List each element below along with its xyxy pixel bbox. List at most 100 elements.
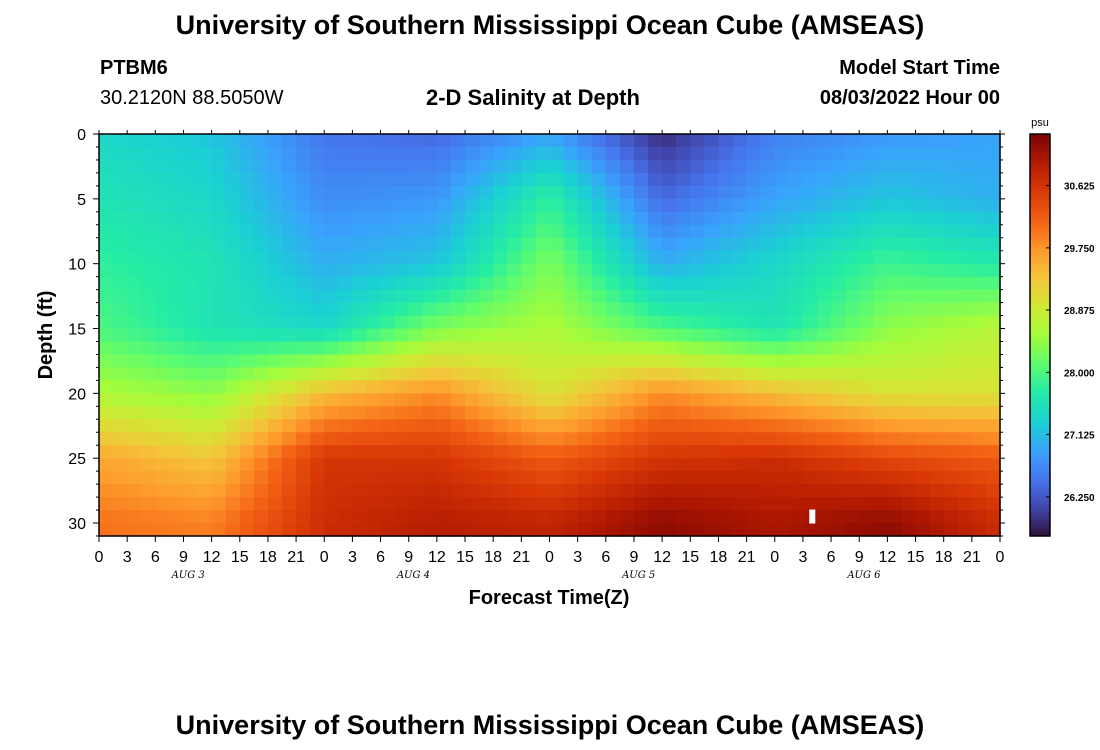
heatmap-cell xyxy=(887,224,903,239)
heatmap-cell xyxy=(521,146,537,161)
heatmap-cell xyxy=(633,497,649,511)
heatmap-cell xyxy=(225,211,241,226)
heatmap-cell xyxy=(605,419,621,433)
heatmap-cell xyxy=(648,224,663,239)
heatmap-cell xyxy=(929,328,945,343)
day-label: AUG 4 xyxy=(396,570,430,581)
heatmap-cell xyxy=(915,458,931,472)
heatmap-cell xyxy=(183,328,199,343)
heatmap-cell xyxy=(366,328,382,343)
heatmap-cell xyxy=(718,263,734,278)
heatmap-cell xyxy=(901,406,917,420)
heatmap-cell xyxy=(957,432,973,446)
heatmap-cell xyxy=(521,432,537,446)
heatmap-cell xyxy=(225,146,241,161)
heatmap-cell xyxy=(873,185,888,200)
heatmap-cell xyxy=(690,276,705,291)
heatmap-cell xyxy=(493,419,508,433)
heatmap-cell xyxy=(155,419,170,433)
heatmap-cell xyxy=(239,172,255,187)
heatmap-cell xyxy=(310,341,325,356)
heatmap-cell xyxy=(197,393,213,407)
heatmap-cell xyxy=(465,134,480,148)
heatmap-cell xyxy=(690,458,705,472)
heatmap-cell xyxy=(662,315,677,330)
heatmap-cell xyxy=(183,471,199,485)
heatmap-cell xyxy=(352,315,368,330)
heatmap-cell xyxy=(619,380,635,394)
heatmap-cell xyxy=(113,134,128,148)
heatmap-cell xyxy=(577,484,593,498)
heatmap-cell xyxy=(169,432,185,446)
heatmap-cell xyxy=(760,263,776,278)
heatmap-cell xyxy=(324,302,339,317)
heatmap-cell xyxy=(577,302,593,317)
heatmap-cell xyxy=(366,367,382,381)
heatmap-cell xyxy=(831,432,846,446)
heatmap-cell xyxy=(676,484,691,498)
heatmap-cell xyxy=(788,224,804,239)
heatmap-cell xyxy=(267,276,283,291)
heatmap-cell xyxy=(563,484,579,498)
heatmap-cell xyxy=(845,497,860,511)
heatmap-cell xyxy=(493,172,508,187)
heatmap-cell xyxy=(155,211,170,226)
heatmap-cell xyxy=(788,289,804,304)
heatmap-cell xyxy=(408,471,424,485)
heatmap-cell xyxy=(450,276,466,291)
heatmap-cell xyxy=(760,146,776,161)
heatmap-cell xyxy=(422,250,438,265)
heatmap-cell xyxy=(479,393,494,407)
heatmap-cell xyxy=(267,445,283,459)
heatmap-cell xyxy=(282,302,297,317)
heatmap-cell xyxy=(507,354,522,369)
heatmap-cell xyxy=(183,172,199,187)
heatmap-cell xyxy=(901,354,917,369)
heatmap-cell xyxy=(746,146,762,161)
heatmap-cell xyxy=(521,367,537,381)
heatmap-cell xyxy=(619,237,635,252)
heatmap-cell xyxy=(774,289,790,304)
heatmap-cell xyxy=(802,276,818,291)
heatmap-cell xyxy=(633,419,649,433)
data-marker xyxy=(809,509,816,524)
heatmap-cell xyxy=(887,289,903,304)
heatmap-cell xyxy=(422,134,438,148)
heatmap-cell xyxy=(873,302,888,317)
heatmap-cell xyxy=(816,276,832,291)
heatmap-cell xyxy=(479,134,494,148)
heatmap-cell xyxy=(901,211,917,226)
heatmap-cell xyxy=(267,250,283,265)
heatmap-cell xyxy=(239,393,255,407)
heatmap-cell xyxy=(380,419,396,433)
heatmap-cell xyxy=(563,328,579,343)
day-label: AUG 3 xyxy=(171,570,205,581)
x-tick-label: 0 xyxy=(545,549,554,566)
heatmap-cell xyxy=(169,159,185,174)
heatmap-cell xyxy=(239,380,255,394)
heatmap-cell xyxy=(113,497,128,511)
heatmap-cell xyxy=(887,458,903,472)
heatmap-cell xyxy=(493,134,508,148)
heatmap-cell xyxy=(465,406,480,420)
y-tick-label: 15 xyxy=(68,322,86,339)
heatmap-cell xyxy=(676,328,691,343)
heatmap-cell xyxy=(788,432,804,446)
heatmap-cell xyxy=(394,393,410,407)
heatmap-cell xyxy=(394,497,410,511)
heatmap-cell xyxy=(239,289,255,304)
heatmap-cell xyxy=(887,484,903,498)
heatmap-cell xyxy=(915,172,931,187)
heatmap-cell xyxy=(380,263,396,278)
heatmap-cell xyxy=(619,134,635,148)
heatmap-cell xyxy=(267,354,283,369)
heatmap-cell xyxy=(859,289,874,304)
heatmap-cell xyxy=(591,458,607,472)
heatmap-cell xyxy=(197,380,213,394)
heatmap-cell xyxy=(591,497,607,511)
day-label: AUG 5 xyxy=(621,570,655,581)
heatmap-cell xyxy=(436,159,452,174)
heatmap-cell xyxy=(704,471,720,485)
heatmap-cell xyxy=(802,211,818,226)
x-tick-label: 15 xyxy=(681,549,699,566)
